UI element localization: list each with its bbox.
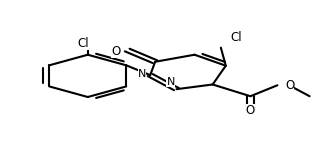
Text: O: O [246,104,255,117]
Text: Cl: Cl [231,31,242,44]
Text: O: O [285,79,294,92]
Text: N: N [138,69,146,79]
Text: O: O [111,45,120,58]
Text: N: N [166,77,175,87]
Text: Cl: Cl [77,37,89,50]
